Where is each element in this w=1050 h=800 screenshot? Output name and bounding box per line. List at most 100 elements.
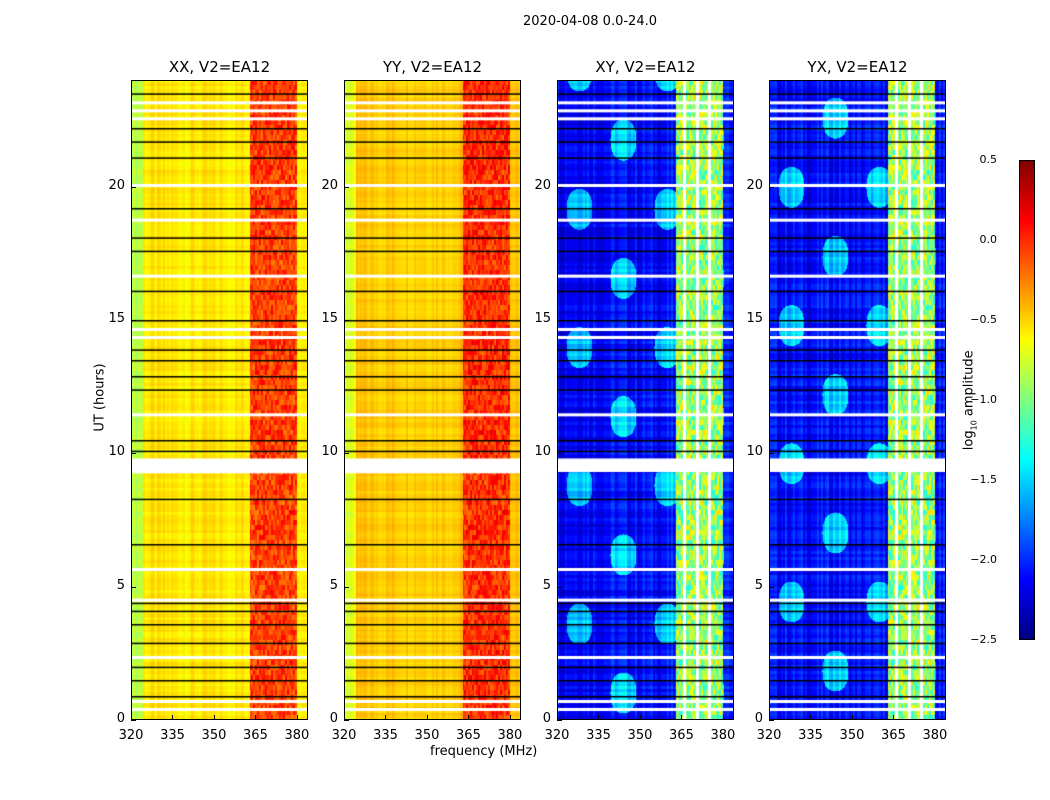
x-tick-mark bbox=[468, 715, 470, 720]
x-tick-mark bbox=[681, 715, 683, 720]
y-tick-mark bbox=[769, 320, 774, 321]
y-tick-mark bbox=[344, 453, 349, 455]
x-tick-label: 380 bbox=[284, 728, 310, 743]
y-tick-mark bbox=[769, 453, 774, 455]
colorbar-tick-label: −0.5 bbox=[970, 313, 997, 326]
y-tick-label: 15 bbox=[321, 311, 338, 326]
x-tick-mark bbox=[810, 715, 812, 720]
y-tick-label: 0 bbox=[116, 711, 125, 726]
x-tick-label: 335 bbox=[586, 728, 611, 743]
x-tick-label: 380 bbox=[710, 728, 736, 743]
y-tick-label: 5 bbox=[329, 577, 338, 593]
x-axis-label: frequency (MHz) bbox=[430, 744, 538, 759]
y-tick-label: 20 bbox=[534, 177, 551, 193]
x-tick-label: 320 bbox=[331, 728, 357, 743]
panel-2: XY, V2=EA12 320 335 350 365 380 0 5 10 15 20 bbox=[534, 58, 735, 743]
y-tick-mark bbox=[131, 586, 136, 588]
y-tick-mark bbox=[557, 453, 562, 455]
x-tick-mark bbox=[426, 715, 428, 720]
heatmap bbox=[769, 80, 946, 720]
x-tick-mark bbox=[255, 715, 257, 720]
x-tick-label: 365 bbox=[669, 728, 694, 743]
y-tick-label: 15 bbox=[746, 311, 763, 326]
x-tick-mark bbox=[934, 715, 936, 720]
y-tick-label: 20 bbox=[108, 177, 125, 193]
x-tick-label: 350 bbox=[201, 728, 227, 743]
x-tick-label: 320 bbox=[756, 728, 782, 743]
x-tick-mark bbox=[385, 715, 387, 720]
x-tick-label: 365 bbox=[243, 728, 268, 743]
y-tick-mark bbox=[344, 186, 349, 188]
y-axis-label: UT (hours) bbox=[92, 363, 108, 432]
x-tick-mark bbox=[344, 715, 345, 720]
y-tick-mark bbox=[131, 453, 136, 455]
colorbar-label: log10 amplitude bbox=[961, 350, 979, 451]
y-tick-label: 0 bbox=[329, 711, 338, 726]
y-tick-mark bbox=[769, 586, 774, 588]
x-tick-mark bbox=[172, 715, 174, 720]
panel-3: YX, V2=EA12 320 335 350 365 380 0 5 10 15 20 bbox=[746, 58, 947, 743]
y-tick-mark bbox=[344, 320, 349, 321]
x-tick-mark bbox=[296, 715, 298, 720]
y-tick-label: 0 bbox=[754, 711, 763, 726]
panel-title: XX, V2=EA12 bbox=[168, 58, 271, 76]
y-tick-label: 15 bbox=[108, 311, 125, 326]
y-tick-label: 20 bbox=[746, 177, 763, 193]
x-tick-label: 335 bbox=[160, 728, 185, 743]
y-tick-mark bbox=[131, 186, 136, 188]
heatmap bbox=[344, 80, 521, 720]
heatmap bbox=[131, 80, 308, 720]
panel-title: YY, V2=EA12 bbox=[382, 58, 483, 76]
y-tick-label: 20 bbox=[321, 177, 338, 193]
y-tick-mark bbox=[769, 720, 774, 721]
panel-title: XY, V2=EA12 bbox=[595, 58, 696, 76]
x-tick-label: 320 bbox=[118, 728, 144, 743]
panel-0: XX, V2=EA12 320 335 350 365 380 0 5 10 15 20 bbox=[108, 58, 309, 743]
x-tick-label: 350 bbox=[414, 728, 440, 743]
colorbar: 0.5 0.0 −0.5 −1.0 −1.5 −2.0 −2.5 bbox=[970, 153, 1035, 646]
y-tick-mark bbox=[557, 586, 562, 588]
x-tick-mark bbox=[639, 715, 641, 720]
x-tick-label: 320 bbox=[544, 728, 570, 743]
x-tick-label: 380 bbox=[922, 728, 948, 743]
colorbar-tick-label: 0.5 bbox=[979, 153, 998, 166]
colorbar-tick-label: −2.5 bbox=[970, 633, 997, 646]
colorbar-tick-label: 0.0 bbox=[979, 233, 998, 246]
x-tick-mark bbox=[557, 715, 558, 720]
y-tick-label: 5 bbox=[542, 577, 551, 593]
x-tick-mark bbox=[213, 715, 215, 720]
panel-title: YX, V2=EA12 bbox=[807, 58, 908, 76]
y-tick-mark bbox=[557, 720, 562, 721]
y-tick-mark bbox=[769, 186, 774, 188]
y-tick-mark bbox=[344, 720, 349, 721]
y-tick-label: 10 bbox=[321, 444, 338, 460]
y-tick-mark bbox=[131, 320, 136, 321]
x-tick-mark bbox=[851, 715, 853, 720]
y-tick-label: 10 bbox=[108, 444, 125, 460]
y-tick-label: 5 bbox=[116, 577, 125, 593]
y-tick-label: 0 bbox=[542, 711, 551, 726]
x-tick-mark bbox=[131, 715, 132, 720]
x-tick-label: 365 bbox=[881, 728, 906, 743]
x-tick-label: 350 bbox=[839, 728, 865, 743]
y-tick-mark bbox=[344, 586, 349, 588]
x-tick-mark bbox=[509, 715, 511, 720]
y-tick-mark bbox=[131, 720, 136, 721]
y-tick-label: 10 bbox=[534, 444, 551, 460]
colorbar-gradient bbox=[1019, 160, 1035, 640]
x-tick-mark bbox=[893, 715, 895, 720]
colorbar-tick-label: −1.5 bbox=[970, 473, 997, 486]
y-tick-mark bbox=[557, 320, 562, 321]
colorbar-tick-label: −1.0 bbox=[970, 393, 997, 406]
figure-title: 2020-04-08 0.0-24.0 bbox=[523, 14, 657, 29]
x-tick-label: 335 bbox=[373, 728, 398, 743]
x-tick-label: 365 bbox=[456, 728, 481, 743]
y-tick-label: 10 bbox=[746, 444, 763, 460]
y-tick-mark bbox=[557, 186, 562, 188]
x-tick-mark bbox=[598, 715, 600, 720]
heatmap bbox=[557, 80, 734, 720]
colorbar-tick-label: −2.0 bbox=[970, 553, 997, 566]
y-tick-label: 15 bbox=[534, 311, 551, 326]
panel-1: YY, V2=EA12 320 335 350 365 380 0 5 10 15 20 bbox=[321, 58, 522, 743]
